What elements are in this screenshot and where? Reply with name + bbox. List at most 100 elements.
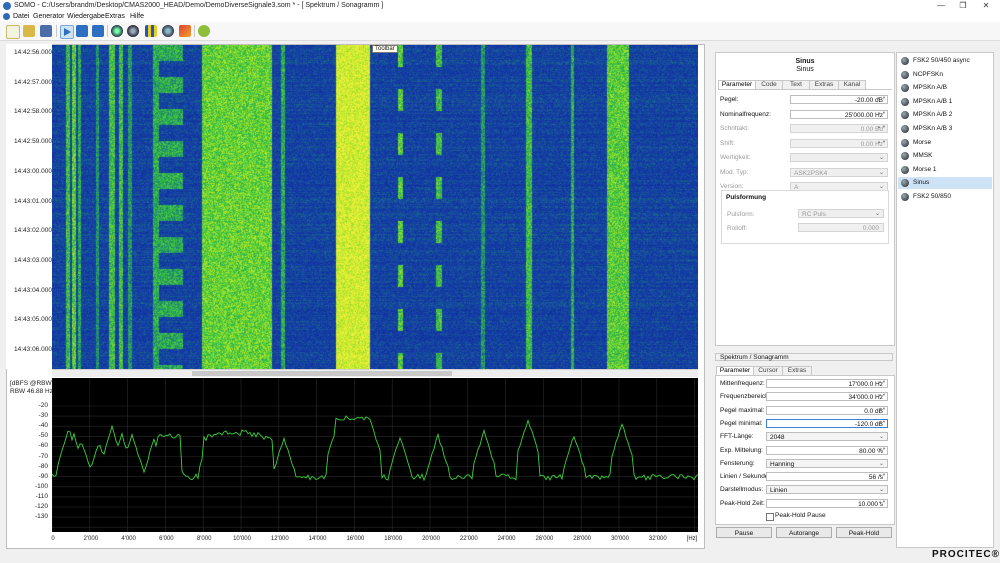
- spin-field[interactable]: 0.00 Hz ▲ ▼: [790, 138, 888, 148]
- modulation-item[interactable]: FSK2 50/450 async: [898, 55, 992, 67]
- horizontal-scrollbar[interactable]: [52, 369, 698, 377]
- menu-extras[interactable]: Extras: [105, 13, 125, 20]
- tools-icon[interactable]: [179, 25, 191, 37]
- x-tick-label: 30'000: [611, 536, 629, 542]
- maximize-button[interactable]: ❐: [959, 1, 967, 10]
- spin-field[interactable]: 0.00 Bd ▲ ▼: [790, 124, 888, 133]
- save-icon[interactable]: [40, 25, 52, 37]
- spectrum-icon[interactable]: [145, 25, 157, 37]
- spec-spin-field[interactable]: 10.000 s ▲▼: [766, 498, 888, 508]
- spinner-arrows-icon: ▲▼: [878, 472, 886, 478]
- select-field[interactable]: ⌄: [790, 153, 888, 162]
- y-tick-label: -20: [38, 402, 48, 409]
- menu-hilfe[interactable]: Hilfe: [130, 13, 145, 20]
- x-tick-label: 18'000: [384, 536, 403, 542]
- spec-spin-field[interactable]: 17'000.0 Hz ▲▼: [766, 379, 888, 388]
- spec-spin-field[interactable]: 80.00 % ▲▼: [766, 445, 888, 455]
- spec-spin-field[interactable]: 34'000.0 Hz ▲▼: [766, 392, 888, 402]
- spec-select-field[interactable]: Hanning ⌄: [766, 458, 888, 468]
- modulation-item[interactable]: MPSKn A/B: [898, 82, 992, 94]
- spec-select-field[interactable]: 2048 ⌄: [766, 432, 888, 442]
- spec-spin-field[interactable]: -120.0 dB ▲▼: [766, 418, 888, 428]
- tab-spec-parameter[interactable]: Parameter: [716, 366, 754, 375]
- x-tick-label: 14'000: [308, 536, 327, 542]
- spec-select-field[interactable]: Linien ⌄: [766, 485, 888, 495]
- new-file-icon[interactable]: [6, 25, 20, 39]
- tab-kanal[interactable]: Kanal: [838, 80, 866, 89]
- toolbar-separator: [194, 25, 195, 37]
- scrollbar-thumb[interactable]: [192, 371, 452, 376]
- spec-field-label: Peak-Hold Zeit:: [720, 499, 765, 507]
- help-icon[interactable]: [198, 25, 210, 37]
- spec-field-value: 17'000.0 Hz: [848, 381, 884, 388]
- spectrum-settings-header: Spektrum / Sonagramm: [715, 353, 893, 361]
- peak-hold-pause-checkbox[interactable]: [766, 513, 774, 521]
- rolloff-field[interactable]: 0.000: [798, 223, 884, 232]
- field-label: Mod. Typ:: [720, 168, 749, 176]
- spinner-arrows-icon: ▲▼: [878, 392, 886, 398]
- modulation-item[interactable]: Morse 1: [898, 164, 992, 176]
- spinner-arrows-icon: ▲ ▼: [876, 95, 886, 100]
- spec-field-value: -120.0 dB: [854, 420, 883, 428]
- minimize-button[interactable]: —: [937, 1, 945, 10]
- autorange-button[interactable]: Autorange: [776, 527, 832, 538]
- menu-bar: Datei Generator Wiedergabe Extras Hilfe: [0, 12, 1000, 22]
- modulation-item[interactable]: MPSKn A/B 1: [898, 96, 992, 108]
- modulation-item[interactable]: FSK2 50/850: [898, 191, 992, 203]
- spec-field-value: 2048: [770, 434, 785, 442]
- toolbar: [0, 22, 1000, 41]
- peak-hold-button[interactable]: Peak-Hold: [836, 527, 892, 538]
- tab-text[interactable]: Text: [782, 80, 810, 89]
- modulation-label: MPSKn A/B 3: [913, 125, 953, 132]
- modulation-item[interactable]: Sinus: [898, 177, 992, 190]
- spectrum-info: [dBFS @RBW] RBW 46.88 Hz: [10, 380, 53, 395]
- tab-spec-cursor[interactable]: Cursor: [753, 366, 783, 375]
- spec-spin-field[interactable]: 56 /s ▲▼: [766, 472, 888, 482]
- spinner-arrows-icon: ▲▼: [878, 498, 886, 504]
- spinner-arrows-icon: ▲▼: [878, 405, 886, 411]
- pulsform-select[interactable]: RC Puls ⌄: [798, 209, 884, 218]
- spectrum-plot[interactable]: [52, 378, 698, 532]
- spec-spin-field[interactable]: 0.0 dB ▲▼: [766, 405, 888, 415]
- modulation-icon: [901, 125, 909, 133]
- x-tick-label: 24'000: [497, 536, 516, 542]
- peak-hold-pause-label: Peak-Hold Pause: [775, 512, 826, 519]
- chevron-down-icon: ⌄: [878, 434, 884, 441]
- modulation-list: FSK2 50/450 async NCPFSKn MPSKn A/B MPSKn A…: [896, 52, 994, 548]
- select-field[interactable]: ASK2PSK4 ⌄: [790, 167, 888, 177]
- menu-datei[interactable]: Datei: [13, 13, 30, 20]
- field-label: Version:: [720, 183, 744, 190]
- monitor-icon[interactable]: [111, 25, 123, 37]
- spin-field[interactable]: 25'000.00 Hz ▲ ▼: [790, 109, 888, 119]
- stop-icon[interactable]: [76, 25, 88, 37]
- spec-field-value: 0.0 dB: [864, 407, 883, 415]
- y-tick-label: -70: [38, 452, 48, 460]
- toolbar-separator: [56, 25, 57, 37]
- tab-parameter[interactable]: Parameter: [718, 80, 756, 89]
- tab-spec-extras[interactable]: Extras: [782, 366, 812, 375]
- modulation-item[interactable]: MPSKn A/B 3: [898, 123, 992, 135]
- chevron-down-icon: ⌄: [878, 487, 884, 494]
- pause-button[interactable]: Pause: [716, 527, 772, 538]
- pause-icon[interactable]: [92, 25, 104, 37]
- modulation-item[interactable]: MMSK: [898, 150, 992, 162]
- modulation-label: MPSKn A/B 1: [913, 97, 953, 105]
- modulation-item[interactable]: Morse: [898, 137, 992, 149]
- generator-icon[interactable]: [162, 25, 174, 37]
- spin-field[interactable]: -20.00 dB ▲ ▼: [790, 95, 888, 104]
- tab-code[interactable]: Code: [755, 80, 783, 89]
- modulation-item[interactable]: NCPFSKn: [898, 69, 992, 81]
- spec-field-label: FFT-Länge:: [720, 433, 754, 441]
- spec-field-label: Mittenfrequenz:: [720, 380, 765, 387]
- menu-wiedergabe[interactable]: Wiedergabe: [67, 13, 105, 20]
- modulation-item[interactable]: MPSKn A/B 2: [898, 109, 992, 121]
- play-icon[interactable]: [60, 25, 74, 39]
- modulation-label: Morse: [913, 138, 932, 146]
- receiver-icon[interactable]: [127, 25, 139, 37]
- open-folder-icon[interactable]: [23, 25, 35, 37]
- sonagram-waterfall[interactable]: [52, 45, 698, 369]
- close-button[interactable]: ✕: [982, 1, 990, 10]
- tab-extras[interactable]: Extras: [809, 80, 839, 89]
- menu-generator[interactable]: Generator: [33, 13, 65, 20]
- x-tick-label: 4'000: [121, 536, 136, 542]
